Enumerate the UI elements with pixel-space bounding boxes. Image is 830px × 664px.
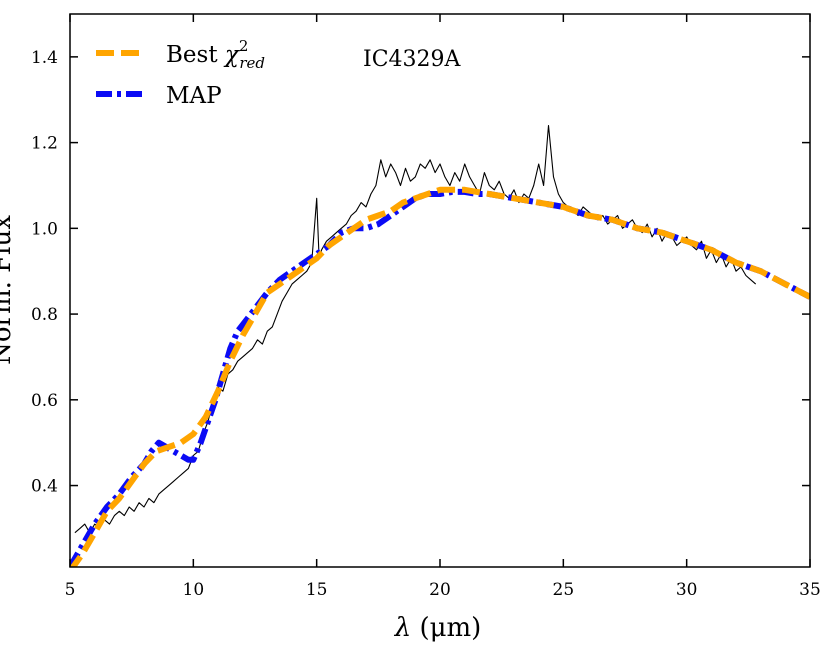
y-tick-label: 0.4	[31, 477, 58, 497]
observed-spectrum-line	[74, 124, 757, 534]
x-axis-title: λ (μm)	[394, 613, 482, 643]
x-tick-label: 25	[553, 580, 575, 600]
x-tick-label: 5	[65, 580, 76, 600]
x-tick-label: 20	[429, 580, 451, 600]
legend-map-label: MAP	[166, 83, 222, 109]
legend: Best χ2 red MAP	[96, 37, 265, 109]
series-layer	[70, 124, 810, 567]
x-tick-label: 10	[183, 580, 205, 600]
y-tick-label: 1.0	[31, 219, 58, 239]
legend-best-label: Best χ2 red	[166, 37, 265, 72]
x-tick-label: 30	[676, 580, 698, 600]
annotation-label: IC4329A	[363, 47, 462, 72]
tick-layer: 5 10 15 20 25 30 35 0.4 0.6 0.8 1.0 1.2 1.4	[31, 14, 821, 600]
y-axis-title: Norm. Flux	[0, 215, 17, 365]
y-tick-label: 1.4	[31, 48, 58, 68]
y-tick-label: 0.6	[31, 391, 58, 411]
y-tick-label: 0.8	[31, 305, 58, 325]
y-tick-label: 1.2	[31, 134, 58, 154]
map-line	[70, 188, 810, 567]
x-tick-label: 15	[306, 580, 328, 600]
x-tick-label: 35	[799, 580, 821, 600]
best-chi2-line	[70, 186, 810, 567]
